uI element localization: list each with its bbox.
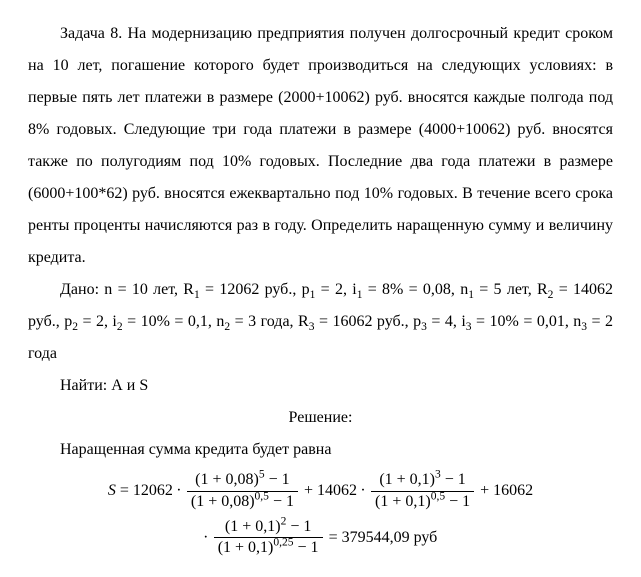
var-S: S	[108, 482, 116, 499]
den-exp: 0,25	[273, 537, 293, 549]
den-exp: 0,5	[431, 490, 445, 502]
given-text: = 3 года, R	[230, 313, 309, 330]
accrued-sum-label: Наращенная сумма кредита будет равна	[28, 434, 613, 466]
result: = 379544,09 руб	[325, 529, 438, 546]
den-exp: 0,5	[255, 490, 269, 502]
given-text: = 16062 руб., p	[314, 313, 421, 330]
given-text: = 10% = 0,01, n	[472, 313, 582, 330]
solution-label: Решение:	[28, 402, 613, 434]
den-tail: − 1	[445, 493, 470, 510]
den-tail: − 1	[294, 539, 319, 556]
plus: +	[300, 482, 317, 499]
num-tail: − 1	[441, 471, 466, 488]
given-text: = 10% = 0,1, n	[123, 313, 225, 330]
den-base: (1 + 0,08)	[191, 493, 255, 510]
given-text: = 5 лет, R	[474, 281, 548, 298]
formula-line2: ∙ (1 + 0,1)2 − 1(1 + 0,1)0,25 − 1 = 3795…	[28, 517, 613, 560]
coef2: 14062	[317, 482, 357, 499]
fraction-3: (1 + 0,1)2 − 1(1 + 0,1)0,25 − 1	[214, 517, 323, 560]
fraction-1: (1 + 0,08)5 − 1(1 + 0,08)0,5 − 1	[187, 470, 298, 513]
dot: ∙	[173, 482, 185, 499]
num-tail: − 1	[265, 471, 290, 488]
num-tail: − 1	[286, 518, 311, 535]
given-text: Дано: n = 10 лет, R	[60, 281, 194, 298]
formula-line1: S = 12062 ∙ (1 + 0,08)5 − 1(1 + 0,08)0,5…	[28, 470, 613, 513]
find-label: Найти: А и S	[28, 370, 613, 402]
fraction-2: (1 + 0,1)3 − 1(1 + 0,1)0,5 − 1	[371, 470, 474, 513]
problem-statement: Задача 8. На модернизацию предприятия по…	[28, 18, 613, 274]
den-tail: − 1	[269, 493, 294, 510]
num-base: (1 + 0,1)	[225, 518, 281, 535]
num-base: (1 + 0,08)	[195, 471, 259, 488]
coef1: 12062	[133, 482, 173, 499]
dot: ∙	[204, 529, 212, 546]
plus: +	[476, 482, 493, 499]
coef3: 16062	[493, 482, 533, 499]
equals: =	[116, 482, 133, 499]
num-base: (1 + 0,1)	[379, 471, 435, 488]
dot: ∙	[357, 482, 369, 499]
given-text: = 2, i	[78, 313, 117, 330]
den-base: (1 + 0,1)	[375, 493, 431, 510]
given-text: = 8% = 0,08, n	[362, 281, 468, 298]
given-values: Дано: n = 10 лет, R1 = 12062 руб., p1 = …	[28, 274, 613, 370]
den-base: (1 + 0,1)	[218, 539, 274, 556]
given-text: = 2, i	[315, 281, 356, 298]
given-text: = 4, i	[427, 313, 466, 330]
given-text: = 12062 руб., p	[200, 281, 310, 298]
